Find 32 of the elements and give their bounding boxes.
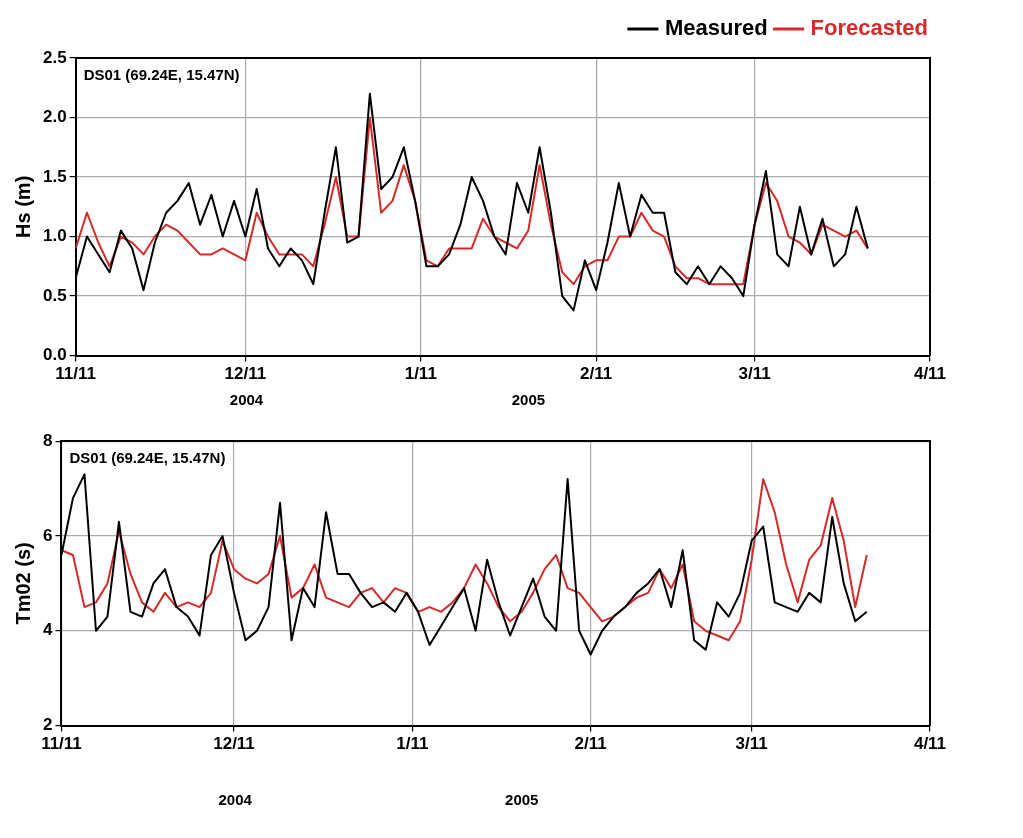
y-axis-title: Tm02 (s) <box>11 542 34 625</box>
x-tick-label: 4/11 <box>913 364 947 384</box>
legend-label: Forecasted <box>810 15 929 41</box>
y-axis-title: Hs (m) <box>11 175 34 238</box>
y-tick-label: 1.5 <box>42 166 67 186</box>
y-tick-label: 4 <box>42 620 53 640</box>
x-tick-label: 1/11 <box>396 734 429 754</box>
x-tick-label: 12/11 <box>213 734 255 754</box>
y-tick-label: 8 <box>42 430 53 450</box>
x-tick-label: 2/11 <box>574 734 607 754</box>
x-tick-label: 3/11 <box>735 734 768 754</box>
annotation: DS01 (69.24E, 15.47N) <box>69 448 226 466</box>
x-tick-label: 2/11 <box>580 364 613 384</box>
annotation: DS01 (69.24E, 15.47N) <box>83 65 240 83</box>
y-tick-label: 1.0 <box>42 226 67 246</box>
y-tick-label: 6 <box>42 525 53 545</box>
y-tick-label: 2.5 <box>42 47 67 67</box>
x-tick-label: 1/11 <box>404 364 437 384</box>
text: 2004 <box>229 391 264 409</box>
x-tick-label: 11/11 <box>41 734 82 754</box>
y-tick-label: 0.0 <box>42 345 67 365</box>
text: 2005 <box>511 391 546 409</box>
x-tick-label: 3/11 <box>738 364 771 384</box>
y-tick-label: 2.0 <box>42 107 67 127</box>
x-tick-label: 4/11 <box>913 734 947 754</box>
text: 2004 <box>218 791 253 809</box>
y-tick-label: 0.5 <box>42 285 67 305</box>
text: 2005 <box>505 791 539 809</box>
y-tick-label: 2 <box>42 715 53 735</box>
x-tick-label: 12/11 <box>224 364 267 384</box>
x-tick-label: 11/11 <box>55 364 96 384</box>
legend-label: Measured <box>664 15 768 41</box>
